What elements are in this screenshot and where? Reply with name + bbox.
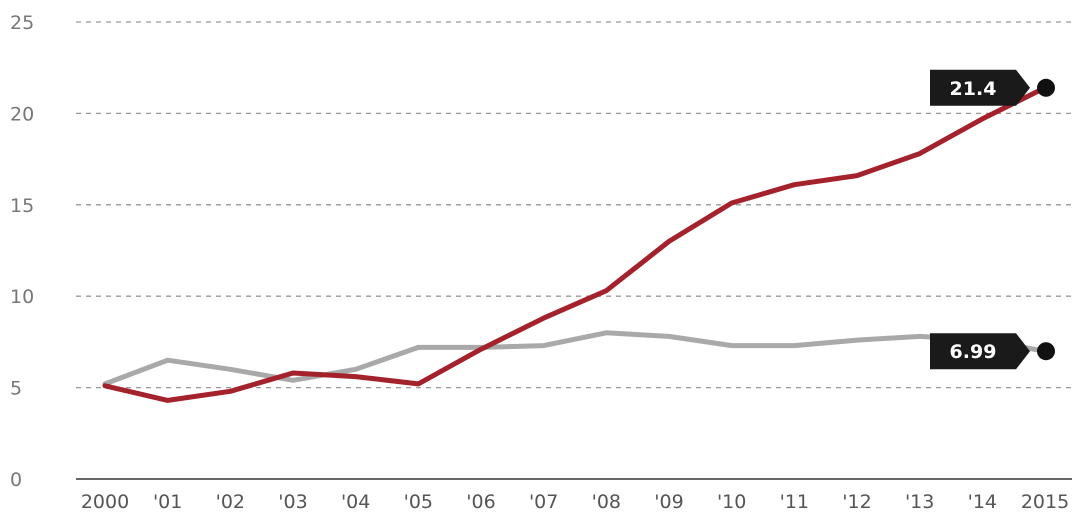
callout-value-0: 21.4 [950,78,997,100]
x-tick-label: '11 [780,491,809,513]
y-tick-label: 25 [10,12,34,34]
gridlines [76,21,1072,389]
y-tick-label: 10 [10,286,34,308]
x-tick-label: '09 [654,491,683,513]
x-tick-label: '06 [466,491,495,513]
y-tick-label: 0 [10,469,22,491]
x-tick-label: '14 [968,491,997,513]
x-tick-label: 2015 [1021,491,1069,513]
x-tick-label: '01 [153,491,182,513]
y-tick-label: 15 [10,195,34,217]
callout-box-1 [930,333,1030,370]
series-line-1 [102,330,1048,387]
end-dot-1 [1037,342,1055,361]
x-tick-label: '07 [529,491,558,513]
x-tick-label: '08 [592,491,621,513]
x-tick-label: '13 [905,491,934,513]
x-tick-label: 2000 [81,491,129,513]
series-lines [102,85,1048,403]
callout-box-0 [930,69,1030,106]
y-tick-label: 20 [10,103,34,125]
x-tick-label: '04 [341,491,370,513]
callout-value-1: 6.99 [950,341,997,363]
y-axis-ticks: 0 5 10 15 20 25 [10,12,34,491]
x-axis-ticks: 2000 '01 '02 '03 '04 '05 '06 '07 '08 '09 '10 '11 '12… [81,491,1069,513]
end-dot-0 [1037,78,1055,97]
x-tick-label: '10 [717,491,746,513]
y-tick-label: 5 [10,378,22,400]
x-tick-label: '12 [842,491,871,513]
series-line-0 [102,85,1048,403]
x-tick-label: '05 [404,491,433,513]
x-tick-label: '02 [216,491,245,513]
end-value-callouts: 21.4 6.99 [930,69,1055,370]
x-tick-label: '03 [278,491,307,513]
